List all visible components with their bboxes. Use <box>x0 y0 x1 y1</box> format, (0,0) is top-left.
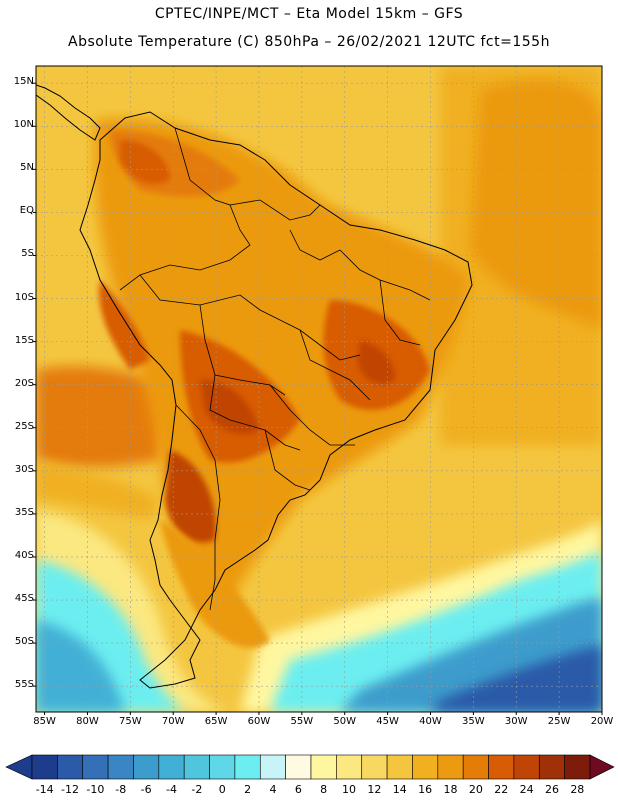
colorbar-swatch <box>259 754 286 780</box>
lat-label: 20S <box>14 377 34 389</box>
lon-label: 25W <box>547 716 571 727</box>
colorbar-swatch <box>336 754 363 780</box>
lat-label: 10N <box>13 119 34 131</box>
lat-label: 30S <box>14 463 34 475</box>
lat-label: 5N <box>20 162 34 174</box>
lon-label: 75W <box>119 716 142 727</box>
lat-label: EQ <box>19 205 34 217</box>
temperature-field <box>36 66 602 712</box>
colorbar-arrow-left <box>5 754 33 780</box>
title-line-2: Absolute Temperature (C) 850hPa – 26/02/… <box>68 34 550 50</box>
lon-label: 55W <box>290 716 314 727</box>
lat-label: 25S <box>14 420 34 432</box>
lon-label: 30W <box>504 716 528 727</box>
map-frame <box>35 65 603 713</box>
colorbar-label: -2 <box>191 783 203 796</box>
colorbar-swatch <box>133 754 160 780</box>
colorbar-label: 24 <box>519 783 534 796</box>
south-america-coastline <box>79 111 473 689</box>
colorbar-label: 14 <box>392 783 407 796</box>
colorbar-swatch <box>386 754 413 780</box>
country-borders <box>119 127 431 611</box>
lon-label: 45W <box>376 716 399 727</box>
lat-label: 45S <box>14 593 34 605</box>
colorbar-swatch <box>158 754 185 780</box>
colorbar-swatch <box>310 754 337 780</box>
colorbar-swatch <box>82 754 109 780</box>
colorbar-swatch <box>183 754 210 780</box>
lat-label: 55S <box>14 679 34 691</box>
colorbar-label: 22 <box>494 783 509 796</box>
lon-label: 85W <box>33 716 56 727</box>
colorbar <box>5 754 615 780</box>
lat-label: 15N <box>13 76 34 88</box>
lat-label: 15S <box>14 334 34 346</box>
colorbar-swatch <box>462 754 489 780</box>
lon-label: 70W <box>161 716 185 727</box>
colorbar-swatch <box>437 754 464 780</box>
colorbar-swatch <box>57 754 84 780</box>
colorbar-swatch <box>107 754 134 780</box>
colorbar-swatch <box>285 754 312 780</box>
colorbar-swatch <box>513 754 540 780</box>
colorbar-label: 2 <box>244 783 252 796</box>
lon-label: 35W <box>462 716 485 727</box>
colorbar-label: 10 <box>342 783 357 796</box>
colorbar-label: 28 <box>570 783 585 796</box>
lon-label: 80W <box>76 716 99 727</box>
lat-label: 50S <box>14 636 34 648</box>
colorbar-swatch <box>488 754 515 780</box>
colorbar-label: -6 <box>140 783 152 796</box>
lat-label: 40S <box>14 549 34 561</box>
lon-label: 50W <box>333 716 357 727</box>
colorbar-swatch <box>234 754 261 780</box>
lon-label: 60W <box>247 716 271 727</box>
lat-label: 35S <box>14 506 34 518</box>
colorbar-arrow-right <box>589 754 615 780</box>
lat-label: 10S <box>14 291 34 303</box>
lat-label: 5S <box>21 248 34 260</box>
colorbar-swatch <box>538 754 565 780</box>
colorbar-label: 26 <box>544 783 559 796</box>
colorbar-label: 18 <box>443 783 458 796</box>
colorbar-label: 4 <box>269 783 277 796</box>
colorbar-label: -12 <box>61 783 80 796</box>
colorbar-swatch <box>361 754 388 780</box>
colorbar-swatch <box>412 754 439 780</box>
colorbar-label: -8 <box>115 783 127 796</box>
colorbar-label: -4 <box>166 783 177 796</box>
colorbar-label: -14 <box>35 783 54 796</box>
colorbar-label: 20 <box>468 783 483 796</box>
colorbar-label: -10 <box>86 783 105 796</box>
title-line-1: CPTEC/INPE/MCT – Eta Model 15km – GFS <box>154 6 464 22</box>
colorbar-label: 0 <box>218 783 226 796</box>
lon-label: 65W <box>204 716 228 727</box>
colorbar-label: 8 <box>320 783 328 796</box>
lon-label: 20W <box>590 716 614 727</box>
colorbar-swatch <box>209 754 236 780</box>
colorbar-swatch <box>564 754 591 780</box>
central-america-coastline <box>36 84 101 141</box>
colorbar-label: 6 <box>294 783 302 796</box>
colorbar-label: 16 <box>418 783 433 796</box>
colorbar-swatch <box>31 754 58 780</box>
lon-label: 40W <box>419 716 442 727</box>
colorbar-label: 12 <box>367 783 382 796</box>
